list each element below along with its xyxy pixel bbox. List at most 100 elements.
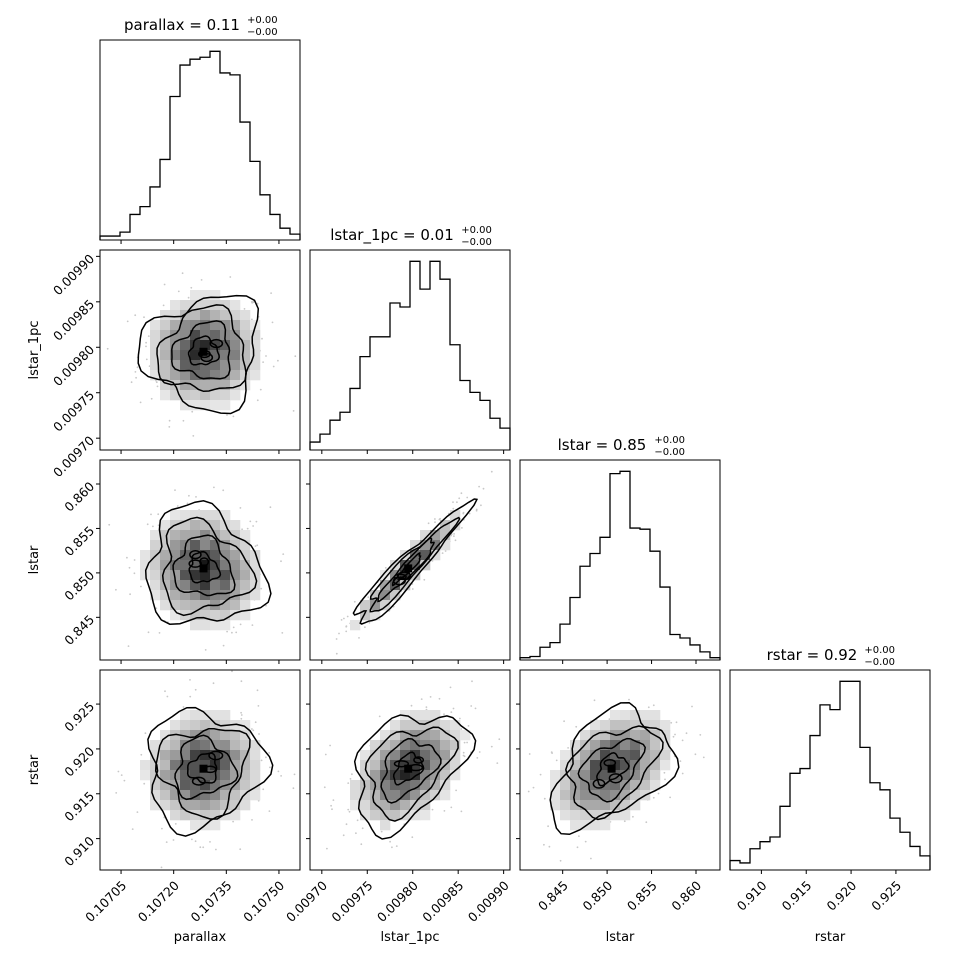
- density-cell: [370, 610, 381, 621]
- density-cell: [170, 310, 181, 321]
- histogram-background: [520, 460, 720, 660]
- density-cell: [220, 570, 231, 581]
- density-cell: [450, 720, 461, 731]
- density-cell: [240, 550, 251, 561]
- density-cell: [210, 780, 221, 791]
- density-cell: [230, 600, 241, 611]
- density-cell: [220, 770, 231, 781]
- density-cell: [230, 320, 241, 331]
- sample-point: [632, 815, 634, 818]
- sample-point: [578, 835, 580, 837]
- density-cell: [620, 810, 631, 821]
- density-cell: [220, 540, 231, 551]
- density-cell: [200, 790, 211, 801]
- sample-point: [271, 321, 274, 324]
- sample-point: [575, 725, 578, 728]
- density-cell: [220, 730, 231, 741]
- sample-point: [259, 388, 262, 391]
- density-cell: [220, 550, 231, 561]
- density-cell: [160, 530, 171, 541]
- density-cell: [590, 820, 601, 831]
- x-tick-label: 0.920: [823, 878, 859, 914]
- histogram-step-line: [99, 50, 301, 240]
- sample-point: [462, 751, 465, 754]
- sample-point: [162, 304, 165, 307]
- density-cell: [210, 560, 221, 571]
- density-cell: [420, 790, 431, 801]
- sample-point: [199, 846, 202, 849]
- sample-point: [240, 714, 243, 716]
- sample-point: [186, 502, 189, 505]
- density-cell: [570, 790, 581, 801]
- x-tick-label: 0.915: [779, 878, 815, 914]
- density-cell: [180, 330, 191, 341]
- density-cell: [170, 350, 181, 361]
- density-cell: [430, 540, 441, 551]
- sample-point: [652, 704, 655, 707]
- density-cell: [230, 760, 241, 771]
- sample-point: [174, 823, 177, 825]
- sample-point: [235, 631, 238, 634]
- density-cell: [610, 800, 621, 811]
- density-cell: [390, 740, 401, 751]
- density-cell: [630, 720, 641, 731]
- density-cell: [390, 780, 401, 791]
- histogram-parallax: [99, 39, 301, 241]
- density-cell: [660, 740, 671, 751]
- density-cell: [400, 550, 411, 561]
- sample-point: [139, 401, 142, 404]
- sample-point: [456, 501, 458, 504]
- sample-point: [252, 301, 255, 304]
- density-cell: [600, 750, 611, 761]
- histogram-step-line: [519, 470, 721, 660]
- density-cell: [190, 580, 201, 591]
- title-plus-error: +0.00: [247, 15, 278, 26]
- sample-point: [117, 770, 120, 773]
- density-cell: [620, 710, 631, 721]
- density-cell: [410, 740, 421, 751]
- density-cell: [590, 750, 601, 761]
- density-cell: [370, 750, 381, 761]
- density-cell: [240, 770, 251, 781]
- sample-point: [261, 337, 263, 340]
- contour-island: [392, 576, 406, 586]
- density-cell: [200, 380, 211, 391]
- sample-point: [623, 820, 626, 823]
- density-cell: [190, 510, 201, 521]
- sample-point: [645, 821, 648, 824]
- panel-frame: [309, 669, 511, 871]
- sample-point: [482, 487, 485, 490]
- title-lstar: lstar = 0.85 +0.00−0.00: [558, 435, 685, 458]
- sample-point: [702, 756, 705, 759]
- density-cell: [650, 770, 661, 781]
- density-cell: [380, 780, 391, 791]
- sample-point: [181, 272, 184, 275]
- sample-point: [127, 645, 130, 647]
- density-cell: [630, 740, 641, 751]
- sample-point: [213, 486, 215, 489]
- panel-rstar-vs-lstar: [519, 669, 721, 871]
- density-cell: [180, 510, 191, 521]
- density-cell: [600, 800, 611, 811]
- density-cell: [150, 340, 161, 351]
- density-cell: [360, 600, 371, 611]
- density-cell: [630, 790, 641, 801]
- sample-point: [452, 707, 455, 710]
- sample-point: [292, 410, 295, 412]
- density-cell: [350, 780, 361, 791]
- sample-point: [243, 308, 246, 310]
- contour-island: [608, 773, 623, 784]
- contour-line: [137, 294, 260, 415]
- contour-line: [144, 500, 272, 625]
- y-tick-label: 0.845: [61, 612, 97, 648]
- density-peak: [404, 764, 413, 773]
- density-peak: [199, 347, 208, 356]
- panel-lstar-vs-parallax: [99, 459, 301, 661]
- sample-point: [254, 545, 257, 547]
- density-cell: [620, 720, 631, 731]
- density-cell: [190, 380, 201, 391]
- sample-point: [140, 753, 143, 756]
- density-cell: [430, 780, 441, 791]
- sample-point: [131, 828, 134, 830]
- density-cell: [230, 740, 241, 751]
